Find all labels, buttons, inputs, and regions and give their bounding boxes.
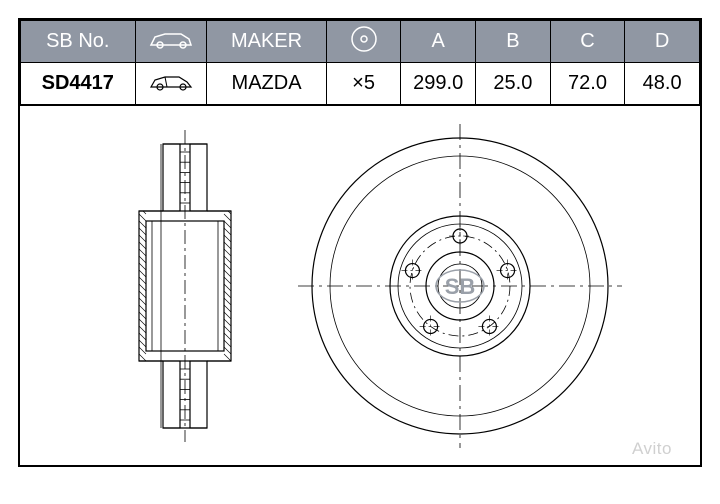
value-c: 72.0 xyxy=(550,63,625,105)
watermark: Avito xyxy=(632,439,672,459)
value-sb-no: SD4417 xyxy=(21,63,136,105)
header-d: D xyxy=(625,21,700,63)
diagram-zone: SB Avito xyxy=(20,105,700,465)
header-maker: MAKER xyxy=(207,21,326,63)
header-sb-no: SB No. xyxy=(21,21,136,63)
header-b: B xyxy=(476,21,551,63)
car-icon xyxy=(147,27,195,51)
disc-icon xyxy=(349,24,379,54)
value-b: 25.0 xyxy=(476,63,551,105)
header-disc-icon xyxy=(326,21,401,63)
spec-table: SB No. MAKER A B C D SD4417 xyxy=(20,20,700,105)
value-maker: MAZDA xyxy=(207,63,326,105)
header-a: A xyxy=(401,21,476,63)
value-d: 48.0 xyxy=(625,63,700,105)
brake-disc-drawing: SB xyxy=(20,106,700,466)
spec-card: SB No. MAKER A B C D SD4417 xyxy=(18,18,702,467)
table-data-row: SD4417 MAZDA ×5 299.0 25.0 72.0 48.0 xyxy=(21,63,700,105)
car-sedan-icon xyxy=(147,69,195,93)
header-car-icon xyxy=(135,21,207,63)
value-a: 299.0 xyxy=(401,63,476,105)
value-holes: ×5 xyxy=(326,63,401,105)
table-header-row: SB No. MAKER A B C D xyxy=(21,21,700,63)
header-c: C xyxy=(550,21,625,63)
svg-text:SB: SB xyxy=(445,274,476,299)
value-car-icon xyxy=(135,63,207,105)
